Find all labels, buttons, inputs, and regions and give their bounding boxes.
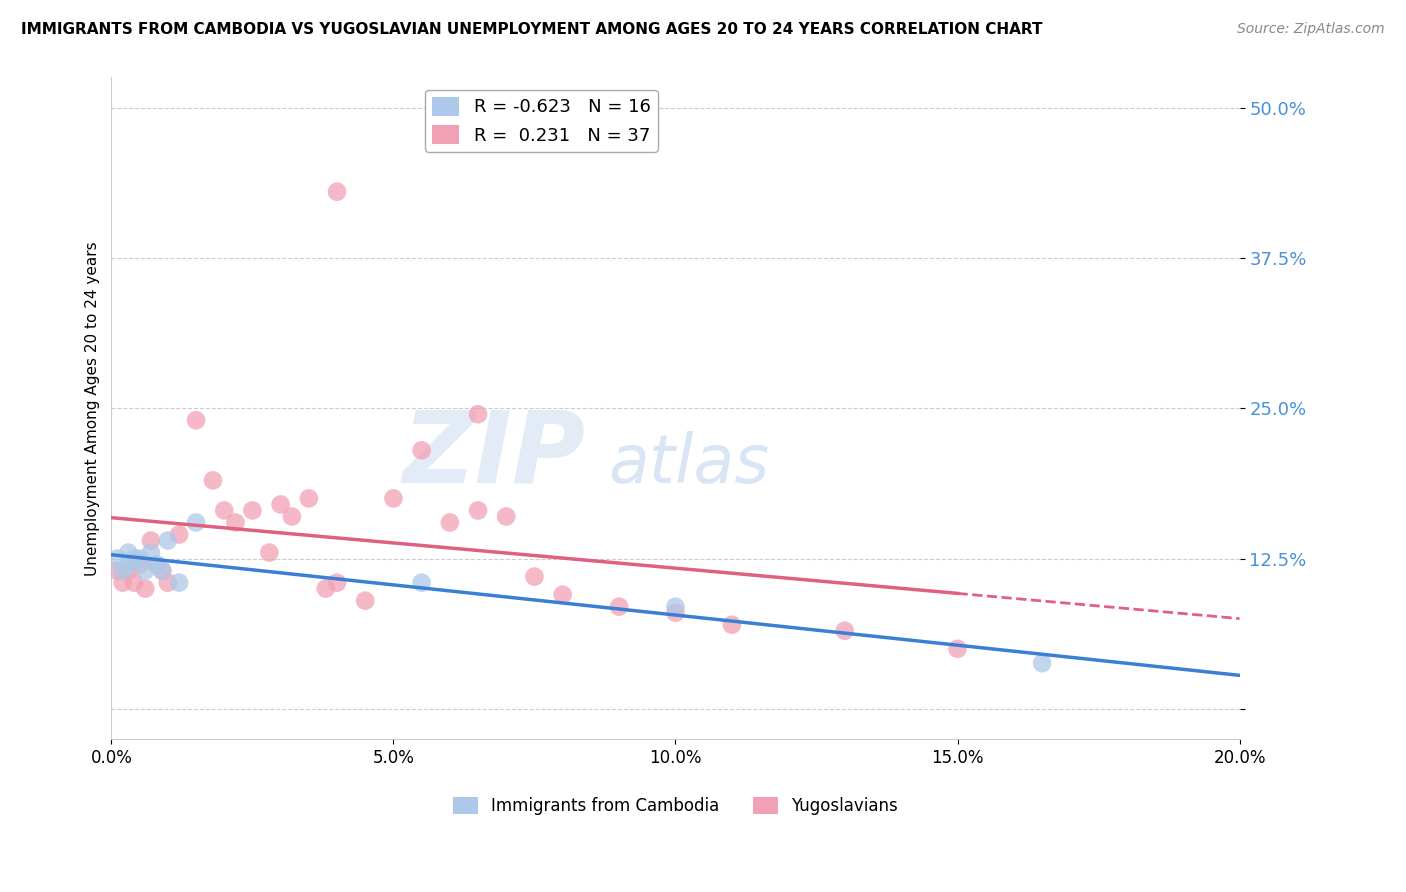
Point	[281, 509, 304, 524]
Point	[167, 527, 190, 541]
Point	[156, 533, 179, 548]
Point	[607, 599, 630, 614]
Point	[156, 575, 179, 590]
Point	[495, 509, 517, 524]
Point	[298, 491, 321, 506]
Point	[167, 575, 190, 590]
Point	[259, 545, 281, 559]
Point	[122, 551, 145, 566]
Point	[1031, 657, 1053, 671]
Point	[467, 503, 489, 517]
Point	[105, 551, 128, 566]
Point	[326, 575, 349, 590]
Point	[834, 624, 856, 638]
Point	[139, 533, 162, 548]
Point	[150, 564, 173, 578]
Point	[184, 413, 207, 427]
Point	[411, 575, 433, 590]
Point	[139, 545, 162, 559]
Point	[201, 474, 224, 488]
Point	[270, 498, 292, 512]
Point	[111, 564, 134, 578]
Point	[117, 564, 139, 578]
Point	[134, 564, 156, 578]
Point	[242, 503, 264, 517]
Point	[122, 575, 145, 590]
Point	[212, 503, 235, 517]
Point	[946, 641, 969, 656]
Y-axis label: Unemployment Among Ages 20 to 24 years: Unemployment Among Ages 20 to 24 years	[86, 241, 100, 575]
Point	[105, 564, 128, 578]
Point	[150, 564, 173, 578]
Point	[721, 617, 744, 632]
Point	[354, 593, 377, 607]
Point	[134, 582, 156, 596]
Point	[467, 407, 489, 421]
Point	[439, 516, 461, 530]
Point	[551, 588, 574, 602]
Point	[411, 443, 433, 458]
Point	[111, 575, 134, 590]
Text: Source: ZipAtlas.com: Source: ZipAtlas.com	[1237, 22, 1385, 37]
Point	[326, 185, 349, 199]
Point	[145, 558, 167, 572]
Point	[315, 582, 337, 596]
Point	[225, 516, 247, 530]
Point	[184, 516, 207, 530]
Point	[664, 606, 686, 620]
Text: IMMIGRANTS FROM CAMBODIA VS YUGOSLAVIAN UNEMPLOYMENT AMONG AGES 20 TO 24 YEARS C: IMMIGRANTS FROM CAMBODIA VS YUGOSLAVIAN …	[21, 22, 1043, 37]
Text: atlas: atlas	[607, 432, 769, 498]
Point	[128, 551, 150, 566]
Point	[117, 558, 139, 572]
Point	[117, 545, 139, 559]
Point	[523, 569, 546, 583]
Point	[128, 558, 150, 572]
Legend: Immigrants from Cambodia, Yugoslavians: Immigrants from Cambodia, Yugoslavians	[446, 790, 904, 822]
Text: ZIP: ZIP	[402, 406, 585, 503]
Point	[145, 558, 167, 572]
Point	[664, 599, 686, 614]
Point	[382, 491, 405, 506]
